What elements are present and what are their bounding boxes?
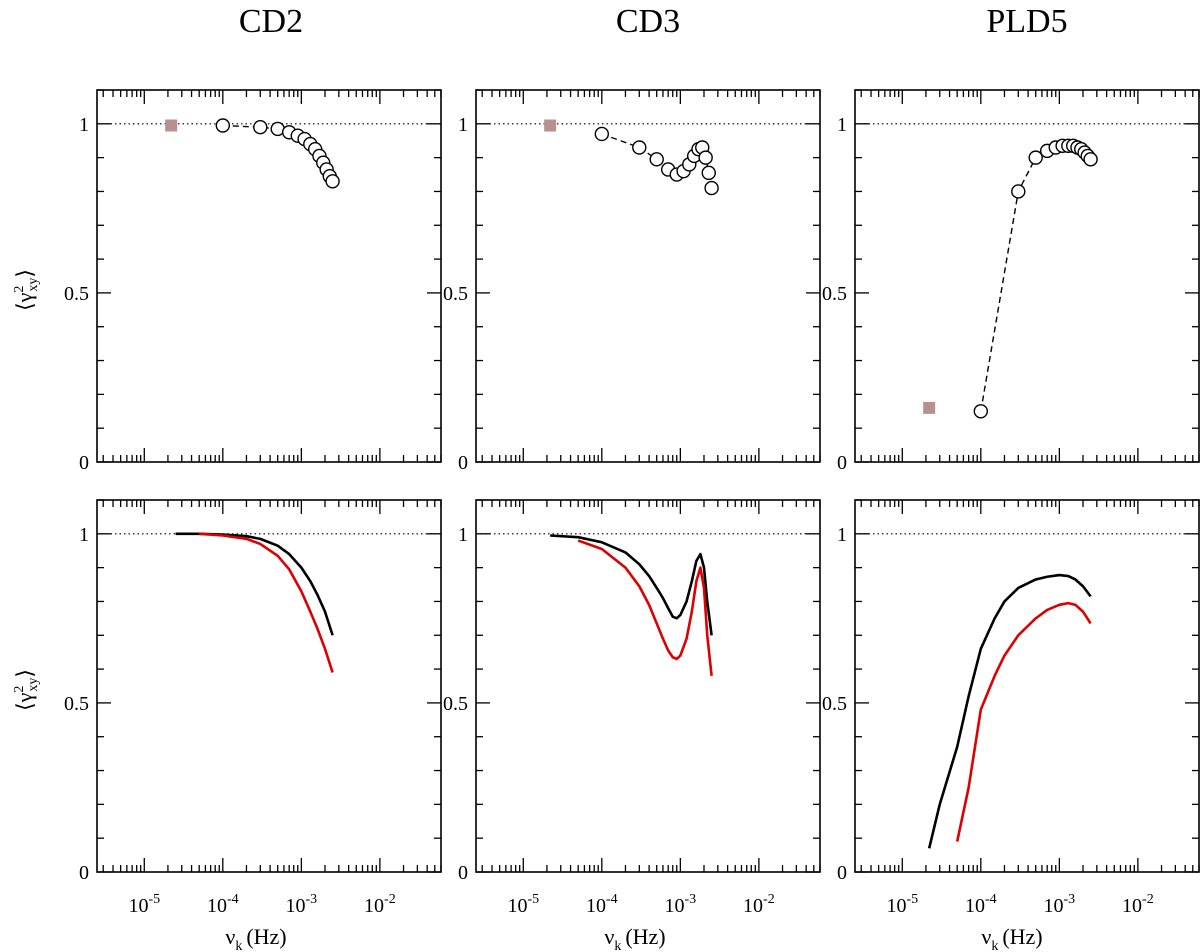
x-axis-label-col3: νk (Hz) <box>981 924 1042 952</box>
y-tick-label: 0.5 <box>443 693 468 715</box>
panel-top-left: 00.51 <box>64 89 442 474</box>
series-line-red <box>577 539 713 676</box>
x-tick-label: 10-3 <box>1044 892 1076 917</box>
panel-top-right: 00.51 <box>822 89 1200 474</box>
column-title-pld5: PLD5 <box>986 3 1067 40</box>
y-tick-label: 1 <box>458 524 468 546</box>
y-tick-label: 0.5 <box>64 693 89 715</box>
y-tick-label: 0 <box>458 452 468 474</box>
series-line-black <box>175 532 334 636</box>
series-dashed-line <box>980 145 1092 412</box>
data-point-circle <box>325 174 340 189</box>
x-tick-label: 10-2 <box>364 892 396 917</box>
x-tick-label: 10-4 <box>207 892 239 917</box>
panel-top-middle: 00.51 <box>443 89 821 474</box>
x-tick-label: 10-3 <box>665 892 697 917</box>
panel-frame <box>96 499 442 873</box>
series-line-red <box>199 532 334 673</box>
panel-bottom-right: 0 0.5 1 10-5 10-4 10-3 10-2 <box>822 499 1200 917</box>
y-tick-label: 0 <box>837 862 847 884</box>
x-tick-label: 10-5 <box>128 892 160 917</box>
x-tick-label: 10-5 <box>886 892 918 917</box>
data-point-circle <box>215 118 231 133</box>
y-tick-label: 0 <box>79 452 89 474</box>
panel-frame <box>96 89 442 463</box>
panel-bottom-left: 0 0.5 1 10-5 10-4 10-3 10-2 <box>64 499 442 917</box>
data-point-circle <box>253 119 268 135</box>
panel-frame <box>854 499 1200 873</box>
y-tick-label: 0 <box>458 862 468 884</box>
y-tick-label: 0.5 <box>822 283 847 305</box>
series-line-black <box>550 534 713 636</box>
y-tick-label: 1 <box>837 524 847 546</box>
data-point-circle <box>704 180 719 196</box>
x-tick-label: 10-3 <box>286 892 318 917</box>
data-point-circle <box>594 126 610 142</box>
series-line-red <box>955 601 1092 842</box>
y-axis-label-bottom: ⟨γ2xy⟩ <box>12 669 41 711</box>
x-axis-label-col2: νk (Hz) <box>604 924 665 952</box>
data-point-circle <box>698 150 713 165</box>
series-line-black <box>927 573 1092 849</box>
data-point-square <box>165 119 178 132</box>
y-tick-label: 1 <box>837 114 847 136</box>
y-tick-label: 0.5 <box>443 283 468 305</box>
panel-frame <box>475 499 821 873</box>
column-title-cd3: CD3 <box>616 3 680 40</box>
x-tick-label: 10-2 <box>743 892 775 917</box>
data-point-square <box>923 401 936 414</box>
x-tick-label: 10-4 <box>586 892 618 917</box>
x-tick-label: 10-2 <box>1122 892 1154 917</box>
y-axis-label-top: ⟨γ2xy⟩ <box>12 269 41 311</box>
data-point-circle <box>1028 150 1043 165</box>
y-tick-label: 0.5 <box>64 283 89 305</box>
data-point-circle <box>1011 184 1026 199</box>
y-tick-label: 1 <box>79 114 89 136</box>
panel-frame <box>854 89 1200 463</box>
data-point-circle <box>1083 152 1098 167</box>
y-tick-label: 1 <box>458 114 468 136</box>
svg-text:⟨γ2xy⟩: ⟨γ2xy⟩ <box>12 269 41 311</box>
data-point-circle <box>701 165 716 181</box>
data-point-circle <box>973 404 989 419</box>
column-title-cd2: CD2 <box>239 3 303 40</box>
x-tick-label: 10-5 <box>507 892 539 917</box>
y-tick-label: 1 <box>79 524 89 546</box>
x-tick-label: 10-4 <box>965 892 997 917</box>
panel-bottom-middle: 0 0.5 1 10-5 10-4 10-3 10-2 <box>443 499 821 917</box>
svg-text:⟨γ2xy⟩: ⟨γ2xy⟩ <box>12 669 41 711</box>
y-tick-label: 0 <box>837 452 847 474</box>
panel-frame <box>475 89 821 463</box>
data-point-circle <box>632 140 647 155</box>
data-point-square <box>544 119 557 132</box>
x-axis-label-col1: νk (Hz) <box>225 924 286 952</box>
y-tick-label: 0.5 <box>822 693 847 715</box>
y-tick-label: 0 <box>79 862 89 884</box>
data-point-circle <box>649 152 664 167</box>
